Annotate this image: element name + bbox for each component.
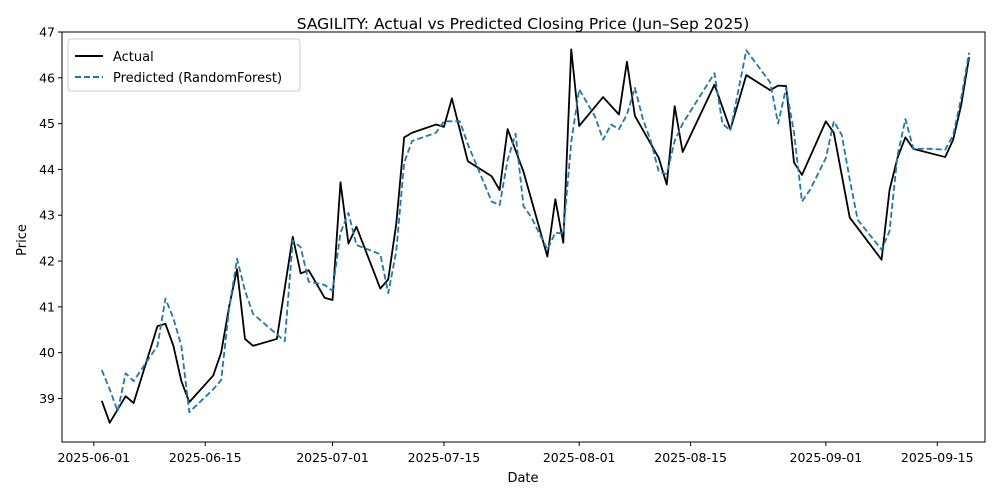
legend-box — [67, 38, 301, 92]
y-tick-label: 47 — [39, 25, 55, 40]
x-tick-label: 2025-07-15 — [408, 450, 481, 465]
plot-area — [61, 31, 986, 443]
y-tick-label: 44 — [39, 162, 55, 177]
x-tick-label: 2025-09-15 — [901, 450, 974, 465]
y-tick-label: 45 — [39, 116, 55, 131]
x-tick-label: 2025-08-15 — [654, 450, 727, 465]
x-axis-label: Date — [507, 471, 538, 486]
x-tick-label: 2025-09-01 — [790, 450, 863, 465]
y-tick-label: 40 — [39, 345, 55, 360]
y-tick-label: 43 — [39, 208, 55, 223]
x-tick-label: 2025-06-15 — [169, 450, 242, 465]
y-axis-label: Price — [15, 224, 30, 256]
series-line-actual — [100, 48, 970, 424]
x-tick-label: 2025-06-01 — [57, 450, 130, 465]
x-tick-label: 2025-08-01 — [543, 450, 616, 465]
series-line-predicted — [100, 49, 970, 414]
y-axis: 39 40 41 42 43 44 45 46 47 — [39, 25, 62, 406]
plot-frame — [61, 31, 986, 443]
y-tick-label: 46 — [39, 70, 55, 85]
chart-title: SAGILITY: Actual vs Predicted Closing Pr… — [297, 15, 750, 33]
y-tick-label: 39 — [39, 391, 55, 406]
x-axis: 2025-06-01 2025-06-15 2025-07-01 2025-07-15… — [57, 442, 974, 465]
y-tick-label: 41 — [39, 299, 55, 314]
x-tick-label: 2025-07-01 — [296, 450, 369, 465]
legend: Actual Predicted (RandomForest) — [67, 38, 301, 92]
series-layer — [100, 48, 970, 424]
y-tick-label: 42 — [39, 254, 55, 269]
legend-label-predicted: Predicted (RandomForest) — [113, 71, 282, 86]
legend-label-actual: Actual — [113, 50, 154, 65]
